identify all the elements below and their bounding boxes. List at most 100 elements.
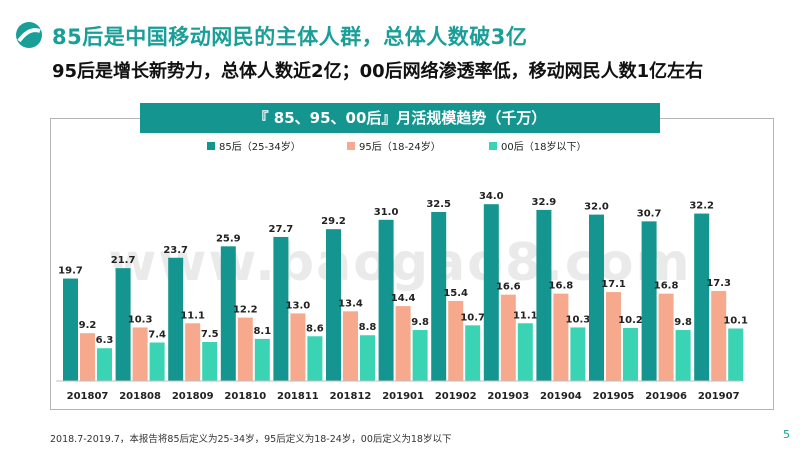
bar: [641, 221, 657, 381]
bar: [658, 293, 674, 381]
chart-title: 『 85、95、00后』月活规模趋势（千万）: [140, 103, 660, 133]
data-label: 7.4: [148, 330, 166, 341]
x-tick-label: 201812: [330, 391, 372, 402]
data-label: 11.1: [180, 310, 205, 321]
bar: [694, 213, 710, 381]
bar: [290, 313, 306, 381]
bar: [237, 317, 253, 381]
data-label: 10.3: [566, 314, 591, 325]
data-label: 23.7: [163, 245, 188, 256]
data-label: 34.0: [479, 191, 504, 202]
data-label: 13.4: [338, 298, 363, 309]
data-label: 8.1: [253, 326, 271, 337]
x-tick-label: 201905: [593, 391, 635, 402]
x-tick-label: 201808: [119, 391, 161, 402]
bar: [570, 327, 586, 381]
data-label: 10.1: [723, 315, 748, 326]
data-label: 8.6: [306, 323, 324, 334]
legend-swatch: [207, 142, 215, 150]
data-label: 7.5: [201, 329, 219, 340]
bar: [536, 209, 552, 381]
bar: [448, 300, 464, 381]
bar: [254, 338, 270, 381]
bar: [728, 328, 744, 381]
bar: [589, 214, 604, 381]
bar: [517, 323, 533, 381]
data-label: 11.1: [513, 310, 538, 321]
bar: [675, 330, 691, 381]
data-label: 6.3: [96, 335, 114, 346]
x-tick-label: 201809: [172, 391, 214, 402]
x-tick-label: 201901: [382, 391, 424, 402]
data-label: 10.3: [128, 314, 153, 325]
bar: [431, 212, 447, 381]
x-tick-label: 201810: [224, 391, 266, 402]
data-label: 10.7: [460, 312, 485, 323]
bar: [606, 292, 621, 381]
x-tick-label: 201904: [540, 391, 582, 402]
data-label: 32.5: [426, 199, 451, 210]
bar: [185, 323, 201, 381]
bar: [360, 335, 375, 381]
bar: [220, 246, 236, 381]
data-label: 32.0: [584, 202, 609, 213]
data-label: 21.7: [111, 255, 136, 266]
data-label: 16.8: [549, 281, 574, 292]
data-label: 30.7: [637, 208, 662, 219]
data-label: 15.4: [443, 288, 468, 299]
page-number: 5: [783, 428, 790, 441]
x-tick-label: 201903: [487, 391, 529, 402]
legend-label: 95后（18-24岁）: [359, 140, 441, 153]
x-tick-label: 201902: [435, 391, 477, 402]
legend-swatch: [347, 142, 355, 150]
data-label: 32.2: [689, 201, 714, 212]
bar: [500, 294, 516, 381]
data-label: 9.2: [79, 320, 97, 331]
legend-swatch: [489, 142, 497, 150]
bar: [149, 342, 165, 381]
data-label: 31.0: [374, 207, 399, 218]
data-label: 25.9: [216, 233, 241, 244]
data-label: 16.6: [496, 282, 521, 293]
x-tick-label: 201811: [277, 391, 319, 402]
data-label: 27.7: [269, 224, 294, 235]
data-label: 14.4: [391, 293, 416, 304]
bar: [553, 293, 569, 381]
data-label: 10.2: [618, 315, 643, 326]
data-label: 13.0: [286, 300, 311, 311]
data-label: 19.7: [58, 266, 83, 277]
x-tick-label: 201906: [645, 391, 687, 402]
bar: [273, 236, 289, 381]
data-label: 8.8: [359, 322, 377, 333]
legend-label: 00后（18岁以下）: [501, 140, 586, 153]
bar: [378, 219, 394, 381]
x-tick-label: 201907: [698, 391, 740, 402]
bar: [307, 336, 323, 381]
legend-label: 85后（25-34岁）: [219, 140, 301, 153]
page-title: 85后是中国移动网民的主体人群，总体人数破3亿: [52, 25, 528, 49]
bar: [80, 333, 95, 381]
bar: [483, 204, 499, 381]
bar: [132, 327, 148, 381]
brand-logo-icon: [16, 22, 42, 48]
bar: [395, 306, 411, 381]
bar: [202, 342, 218, 381]
bar: [97, 348, 112, 381]
footnote: 2018.7-2019.7，本报告将85后定义为25-34岁，95后定义为18-…: [50, 434, 452, 445]
data-label: 9.8: [411, 317, 429, 328]
data-label: 29.2: [321, 216, 346, 227]
bar: [412, 330, 428, 381]
data-label: 9.8: [674, 317, 692, 328]
x-tick-label: 201807: [67, 391, 109, 402]
data-label: 12.2: [233, 305, 258, 316]
bar: [63, 278, 78, 381]
page-subtitle: 95后是增长新势力，总体人数近2亿；00后网络渗透率低，移动网民人数1亿左右: [52, 61, 704, 82]
bar: [465, 325, 481, 381]
data-label: 17.3: [706, 278, 731, 289]
data-label: 17.1: [601, 279, 626, 290]
bar: [711, 291, 727, 381]
bar: [343, 311, 358, 381]
bar: [168, 257, 184, 381]
bar: [623, 327, 638, 381]
